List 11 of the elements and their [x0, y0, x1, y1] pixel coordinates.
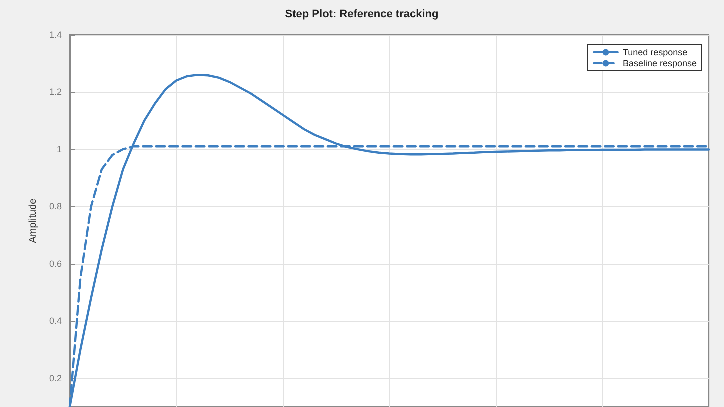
legend-label: Tuned response: [622, 48, 688, 58]
y-tick-label: 1.2: [49, 87, 62, 98]
y-tick-label: 1.4: [49, 30, 62, 40]
chart-title: Step Plot: Reference tracking: [285, 8, 439, 20]
y-axis-title: Amplitude: [28, 198, 40, 244]
y-tick-label: 0.6: [49, 258, 62, 269]
legend-label: Baseline response: [622, 58, 698, 68]
y-tick-label: 0.4: [49, 316, 62, 326]
y-tick-label: 0.2: [49, 373, 62, 384]
y-tick-label: 0.8: [49, 202, 62, 212]
y-tick-label: 1: [56, 144, 62, 154]
